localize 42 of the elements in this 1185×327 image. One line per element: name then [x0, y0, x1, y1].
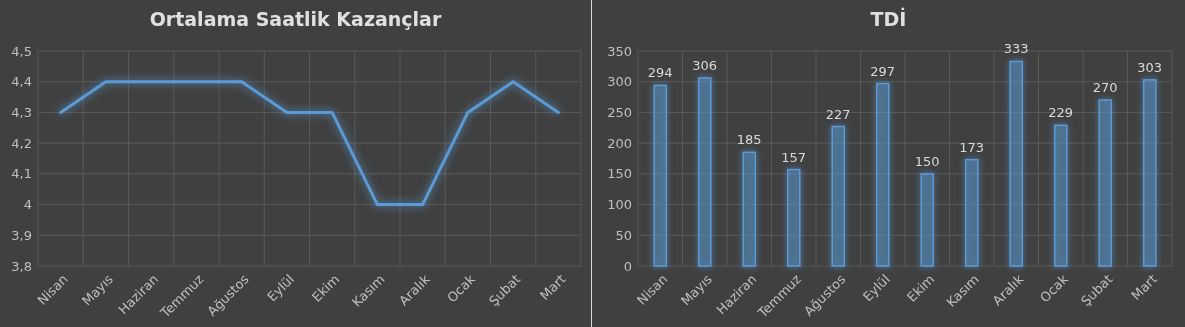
y-tick-label: 150	[607, 166, 632, 182]
bar	[742, 151, 757, 267]
y-tick-label: 0	[623, 258, 632, 274]
data-label: 150	[914, 153, 940, 169]
data-label: 185	[736, 132, 762, 148]
bar	[964, 158, 979, 267]
bar	[653, 84, 668, 267]
y-tick-label: 4,5	[11, 43, 32, 59]
y-tick-label: 4,3	[11, 104, 32, 120]
y-tick-label: 4,2	[11, 135, 32, 151]
data-label: 229	[1048, 105, 1074, 121]
y-tick-label: 4,4	[11, 74, 32, 90]
y-tick-label: 50	[615, 227, 632, 243]
y-tick-label: 4,1	[11, 166, 32, 182]
y-tick-label: 250	[607, 104, 632, 120]
bar	[697, 77, 712, 267]
bar	[920, 173, 935, 267]
bar	[831, 125, 846, 267]
bar	[1009, 60, 1024, 267]
chart-title: Ortalama Saatlik Kazançlar	[149, 8, 442, 30]
bar	[1142, 79, 1157, 267]
data-label: 157	[781, 149, 807, 165]
y-tick-label: 350	[607, 43, 632, 59]
y-tick-label: 100	[607, 197, 632, 213]
data-label: 294	[647, 65, 673, 81]
data-label: 297	[870, 63, 896, 79]
data-label: 227	[825, 106, 851, 122]
bar	[875, 82, 890, 267]
y-tick-label: 4	[23, 197, 32, 213]
y-tick-label: 200	[607, 135, 632, 151]
chart-title: TDİ	[870, 7, 907, 30]
y-tick-label: 3,9	[11, 227, 32, 243]
bar	[1098, 99, 1113, 267]
data-label: 173	[959, 139, 985, 155]
bar	[786, 168, 801, 267]
y-tick-label: 300	[607, 74, 632, 90]
data-label: 333	[1003, 41, 1029, 57]
bar	[1053, 124, 1068, 267]
y-tick-label: 3,8	[11, 258, 32, 274]
data-label: 306	[692, 58, 718, 74]
data-label: 303	[1137, 59, 1163, 75]
data-label: 270	[1092, 80, 1118, 96]
